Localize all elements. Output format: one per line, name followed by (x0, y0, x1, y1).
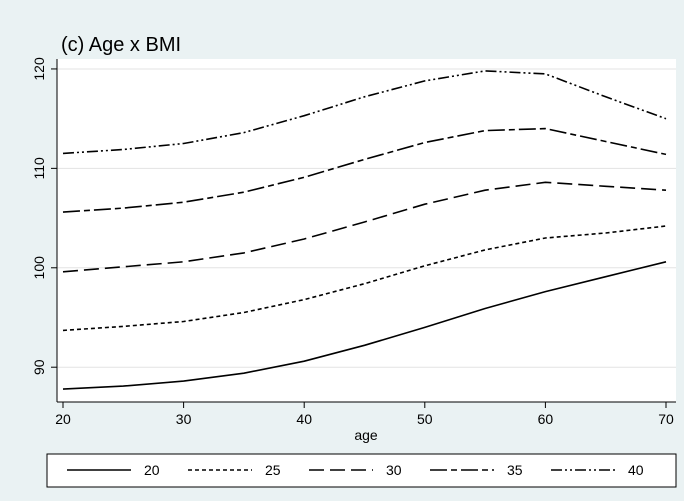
legend: 20 25 30 35 40 (46, 453, 677, 488)
y-tick-label: 110 (31, 157, 47, 180)
legend-label-30: 30 (386, 462, 402, 478)
series-line-40 (62, 70, 667, 155)
chart-title: (c) Age x BMI (61, 34, 181, 56)
legend-label-25: 25 (265, 462, 281, 478)
x-ticks: 20 30 40 50 60 70 (55, 402, 674, 427)
series-line-35 (62, 127, 667, 213)
x-tick-label: 70 (658, 411, 674, 427)
x-tick-label: 60 (538, 411, 554, 427)
series-line-30 (62, 181, 667, 273)
x-tick-label: 40 (296, 411, 312, 427)
series-line-20 (62, 261, 667, 390)
y-tick-label: 90 (31, 359, 47, 375)
legend-label-40: 40 (628, 462, 644, 478)
x-tick-label: 30 (176, 411, 192, 427)
x-axis-label: age (354, 427, 378, 443)
x-tick-label: 50 (417, 411, 433, 427)
gridlines (57, 68, 676, 368)
series-line-25 (62, 225, 667, 332)
legend-label-35: 35 (507, 462, 523, 478)
series-lines (62, 70, 667, 390)
y-ticks: 90 100 110 120 (31, 57, 57, 375)
y-tick-label: 100 (31, 256, 47, 280)
plot-area (57, 59, 676, 402)
x-tick-label: 20 (55, 411, 71, 427)
y-tick-label: 120 (31, 57, 47, 81)
legend-label-20: 20 (144, 462, 160, 478)
